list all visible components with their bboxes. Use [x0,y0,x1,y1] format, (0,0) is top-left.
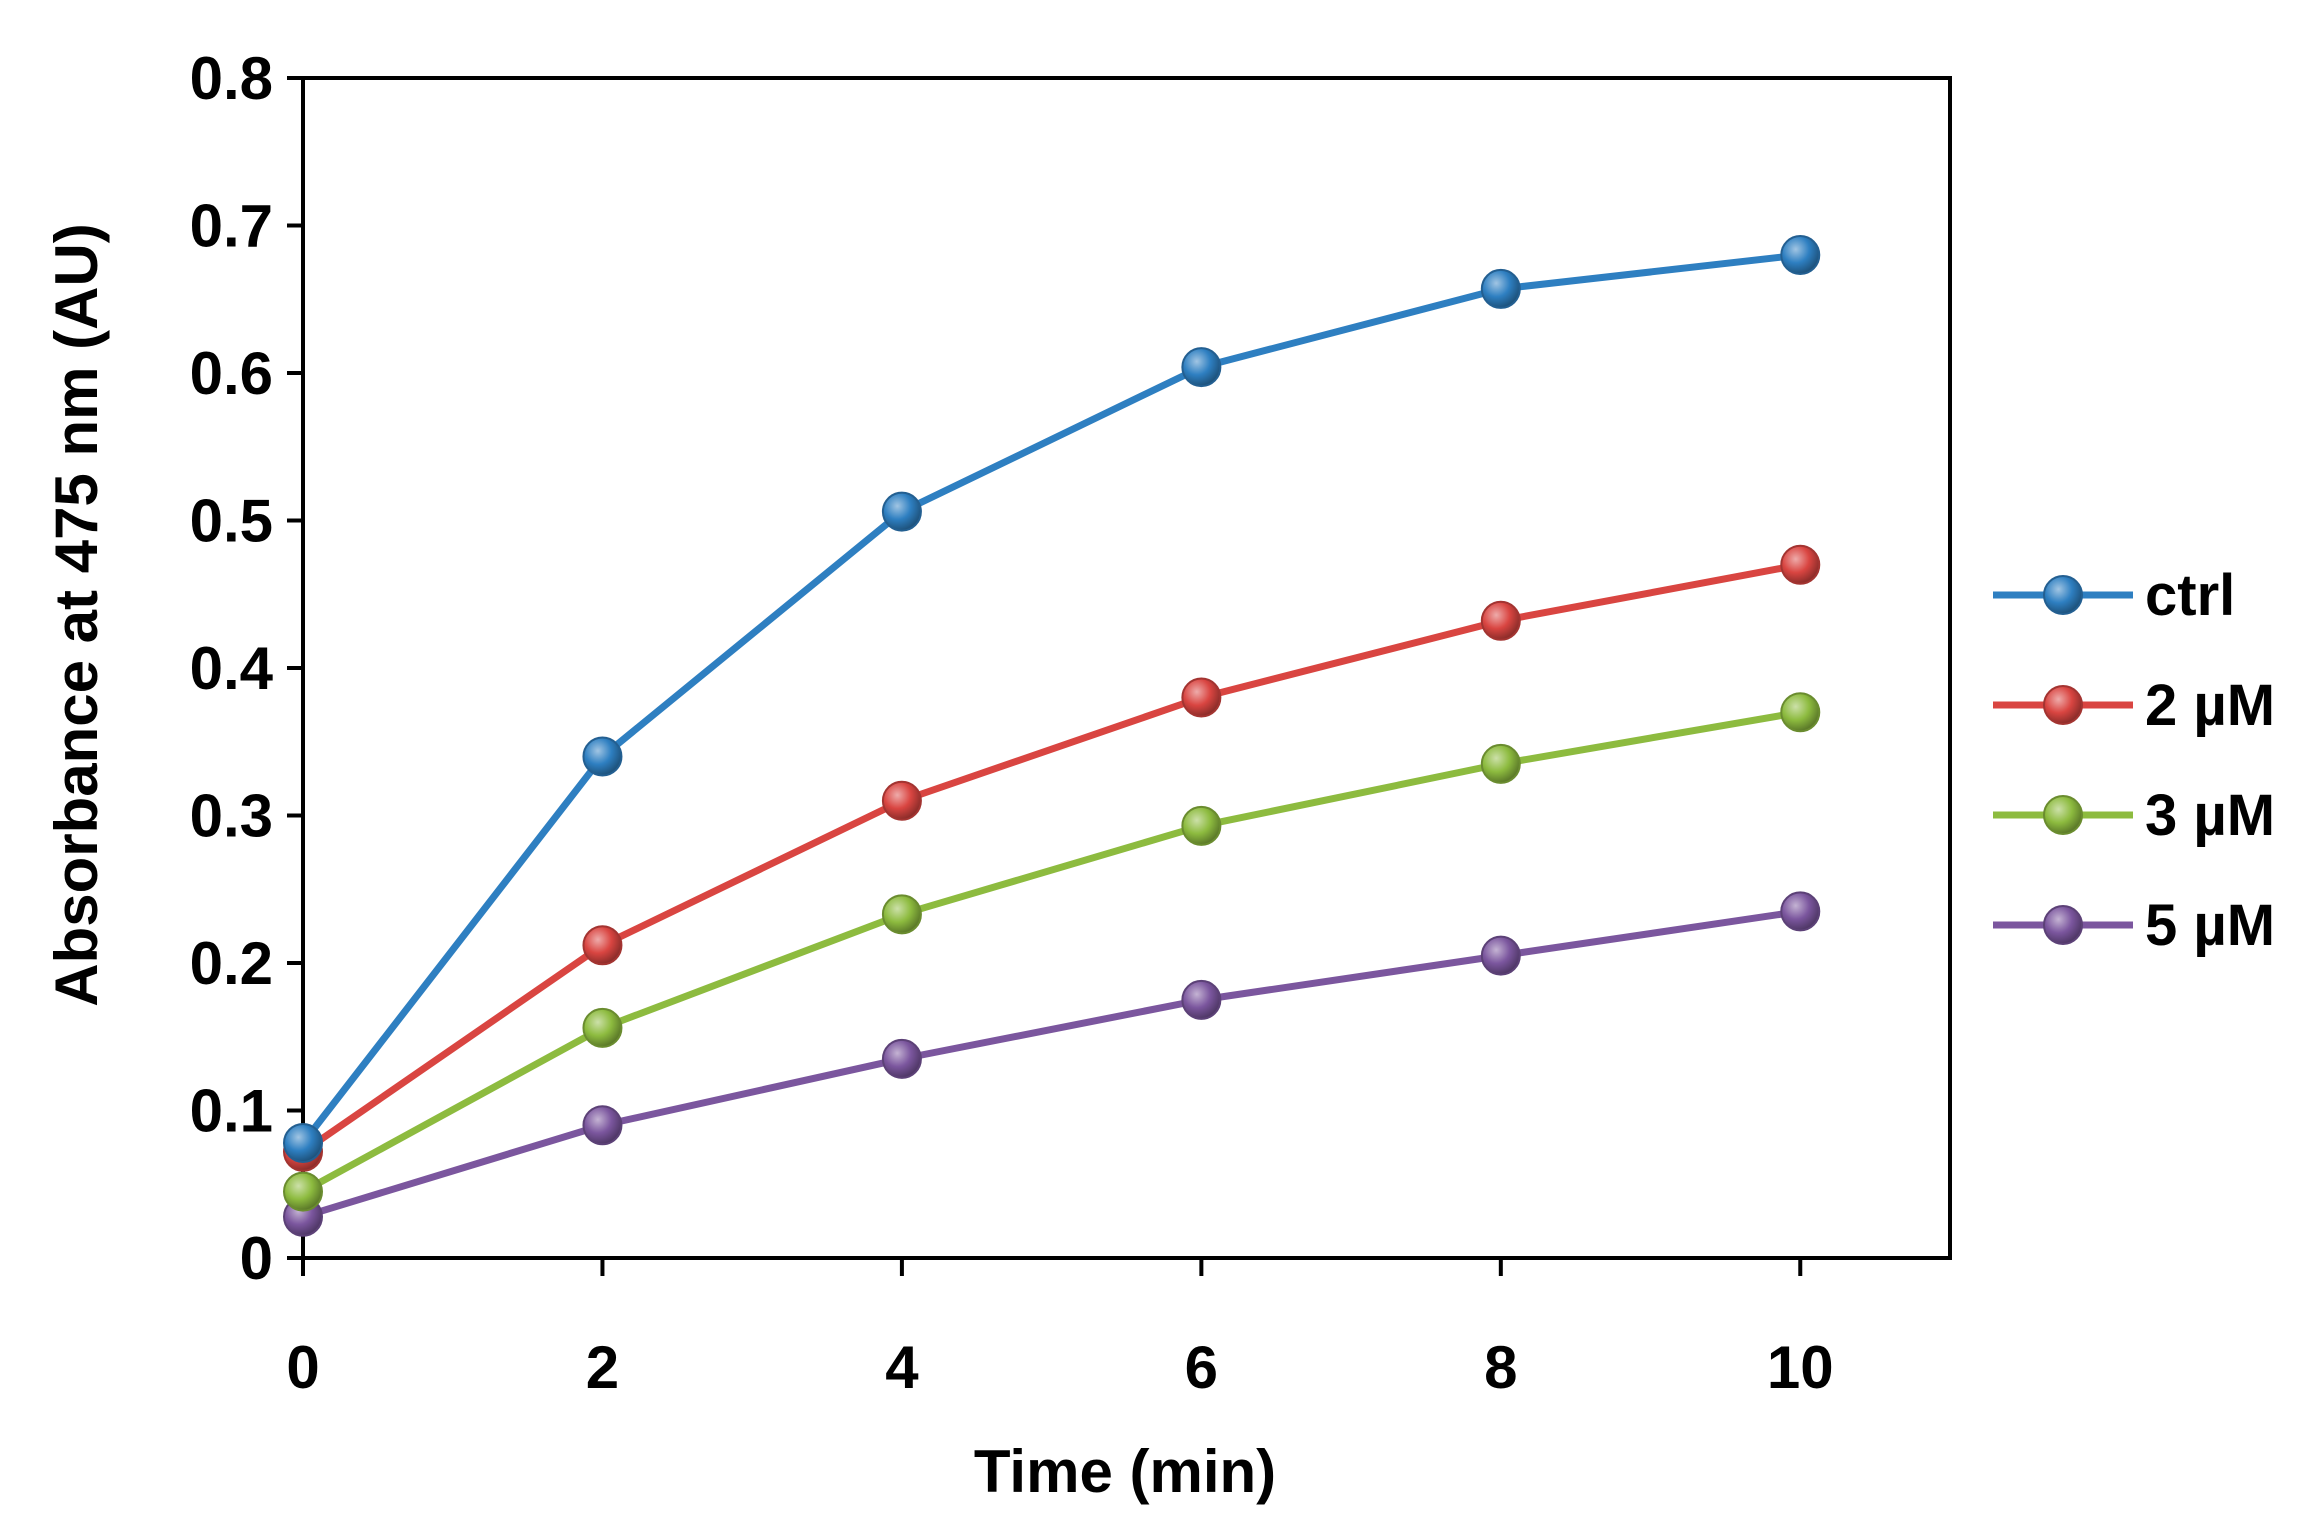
y-tick-label: 0.5 [190,488,273,555]
y-tick-label: 0.6 [190,340,273,407]
x-tick-label: 10 [1767,1334,1834,1401]
data-point-3-m [283,1171,323,1212]
data-point-5-m [881,1038,922,1079]
legend-label-3-m: 3 µM [2145,783,2275,848]
x-tick-label: 6 [1185,1334,1218,1401]
y-tick-label: 0.1 [190,1078,273,1145]
data-point-2-m [1480,600,1521,641]
data-point-3-m [1181,805,1222,846]
data-point-ctrl [582,736,623,777]
y-tick-label: 0 [240,1225,273,1292]
series-line-3-m [301,708,1801,1195]
y-tick-label: 0.2 [190,930,273,997]
x-axis-title: Time (min) [974,1438,1276,1505]
data-point-ctrl [881,491,922,532]
data-point-ctrl [1480,268,1521,309]
data-point-5-m [1480,935,1521,976]
data-point-ctrl [1181,347,1222,388]
data-point-3-m [582,1007,623,1048]
x-tick-label: 8 [1484,1334,1517,1401]
data-point-2-m [1181,677,1222,718]
legend-marker-ctrl [2043,575,2083,615]
data-point-3-m [881,894,922,935]
data-point-ctrl [1780,235,1821,275]
x-tick-label: 0 [286,1334,319,1401]
data-point-2-m [582,925,623,966]
y-tick-label: 0.7 [190,193,273,260]
data-point-ctrl [283,1122,323,1163]
y-tick-label: 0.3 [190,783,273,850]
data-point-2-m [1780,544,1821,585]
series-line-5-m [301,907,1801,1221]
data-point-3-m [1480,743,1521,784]
series-line-2-m [301,561,1801,1155]
y-tick-label: 0.8 [190,45,273,112]
legend-label-2-m: 2 µM [2145,673,2275,738]
data-point-5-m [582,1105,623,1146]
data-point-5-m [1181,979,1222,1020]
y-axis-title: Absorbance at 475 nm (AU) [43,223,110,1007]
x-tick-label: 2 [586,1334,619,1401]
y-tick-label: 0.4 [190,635,274,702]
series-line-ctrl [300,251,1801,1146]
legend-label-5-m: 5 µM [2145,893,2275,958]
legend-marker-3-m [2043,795,2083,835]
legend-marker-2-m [2043,685,2083,725]
legend-marker-5-m [2043,905,2083,945]
data-point-3-m [1780,692,1821,733]
x-tick-label: 4 [885,1334,919,1401]
data-point-2-m [881,780,922,821]
data-point-5-m [1780,891,1821,932]
legend-label-ctrl: ctrl [2145,563,2235,628]
